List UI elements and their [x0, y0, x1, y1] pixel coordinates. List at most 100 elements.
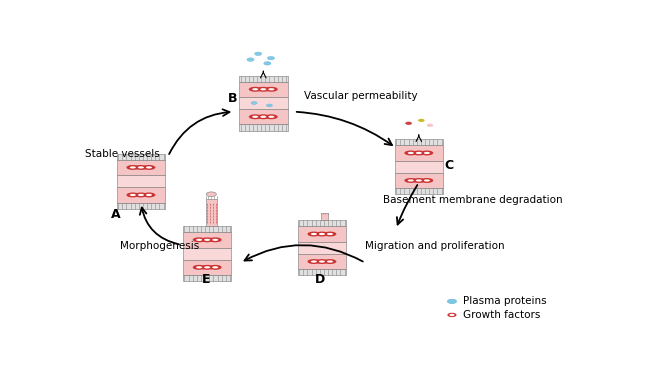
Ellipse shape	[130, 194, 136, 196]
Bar	[183, 259, 232, 275]
Bar	[395, 173, 443, 188]
Ellipse shape	[316, 232, 328, 237]
Text: Basement membrane degradation: Basement membrane degradation	[383, 195, 563, 205]
Ellipse shape	[213, 266, 218, 268]
Bar	[395, 161, 443, 173]
Ellipse shape	[405, 150, 417, 155]
Ellipse shape	[413, 178, 425, 183]
Ellipse shape	[257, 87, 270, 92]
Bar	[297, 254, 346, 269]
Bar	[297, 226, 346, 242]
Text: Migration and proliferation: Migration and proliferation	[365, 241, 505, 251]
Ellipse shape	[209, 237, 222, 242]
Ellipse shape	[146, 166, 152, 168]
Ellipse shape	[249, 87, 262, 92]
Ellipse shape	[447, 313, 457, 317]
Bar	[116, 154, 165, 160]
Ellipse shape	[319, 261, 325, 263]
Ellipse shape	[266, 104, 272, 107]
Ellipse shape	[201, 237, 214, 242]
Ellipse shape	[268, 88, 274, 90]
Ellipse shape	[201, 265, 214, 270]
Bar	[183, 247, 232, 259]
Ellipse shape	[307, 259, 320, 264]
Ellipse shape	[327, 261, 333, 263]
Ellipse shape	[413, 150, 425, 155]
Text: E: E	[202, 273, 211, 285]
Bar	[116, 160, 165, 175]
Text: Growth factors: Growth factors	[463, 310, 541, 320]
Ellipse shape	[134, 193, 147, 197]
Ellipse shape	[316, 259, 328, 264]
Ellipse shape	[251, 102, 257, 105]
Ellipse shape	[249, 114, 262, 119]
Ellipse shape	[408, 179, 414, 182]
Bar	[297, 220, 346, 226]
Text: C: C	[445, 159, 454, 172]
Ellipse shape	[206, 192, 216, 197]
Ellipse shape	[416, 152, 422, 154]
Ellipse shape	[146, 194, 152, 196]
Ellipse shape	[264, 62, 271, 65]
Ellipse shape	[261, 116, 266, 118]
Bar	[239, 109, 288, 124]
Ellipse shape	[213, 239, 218, 241]
Text: B: B	[228, 92, 238, 105]
Ellipse shape	[416, 179, 422, 182]
Ellipse shape	[268, 116, 274, 118]
Text: Vascular permeability: Vascular permeability	[304, 91, 418, 101]
Ellipse shape	[209, 265, 222, 270]
Ellipse shape	[311, 233, 317, 235]
Text: Plasma proteins: Plasma proteins	[463, 296, 547, 306]
Ellipse shape	[447, 299, 457, 303]
Bar	[116, 203, 165, 209]
Bar	[116, 187, 165, 203]
Text: Stable vessels: Stable vessels	[85, 149, 159, 159]
Bar	[206, 199, 217, 226]
Ellipse shape	[204, 266, 210, 268]
Ellipse shape	[134, 165, 147, 170]
Ellipse shape	[449, 314, 455, 316]
Text: D: D	[315, 273, 326, 285]
Ellipse shape	[420, 178, 433, 183]
Ellipse shape	[405, 122, 412, 125]
Ellipse shape	[138, 166, 144, 168]
Ellipse shape	[196, 239, 202, 241]
Bar	[239, 76, 288, 82]
Ellipse shape	[418, 119, 424, 122]
Ellipse shape	[143, 193, 155, 197]
Ellipse shape	[405, 178, 417, 183]
Ellipse shape	[427, 124, 434, 127]
Ellipse shape	[130, 166, 136, 168]
Ellipse shape	[424, 179, 430, 182]
Ellipse shape	[265, 114, 278, 119]
Bar	[395, 188, 443, 194]
Bar	[183, 232, 232, 247]
Bar	[239, 97, 288, 109]
Ellipse shape	[143, 165, 155, 170]
Ellipse shape	[126, 165, 139, 170]
Bar	[395, 145, 443, 161]
Ellipse shape	[408, 152, 414, 154]
Ellipse shape	[126, 193, 139, 197]
Ellipse shape	[261, 88, 266, 90]
Ellipse shape	[252, 116, 258, 118]
Bar	[297, 242, 346, 254]
Ellipse shape	[327, 233, 333, 235]
Bar	[239, 82, 288, 97]
Ellipse shape	[267, 56, 274, 60]
Ellipse shape	[138, 194, 144, 196]
Ellipse shape	[193, 237, 205, 242]
Ellipse shape	[307, 232, 320, 237]
Ellipse shape	[420, 150, 433, 155]
Bar	[183, 226, 232, 232]
Bar	[395, 139, 443, 145]
Ellipse shape	[311, 261, 317, 263]
Ellipse shape	[324, 232, 336, 237]
Ellipse shape	[265, 87, 278, 92]
Ellipse shape	[193, 265, 205, 270]
Ellipse shape	[255, 52, 262, 56]
Ellipse shape	[204, 239, 210, 241]
Bar	[183, 275, 232, 281]
Bar	[116, 175, 165, 187]
